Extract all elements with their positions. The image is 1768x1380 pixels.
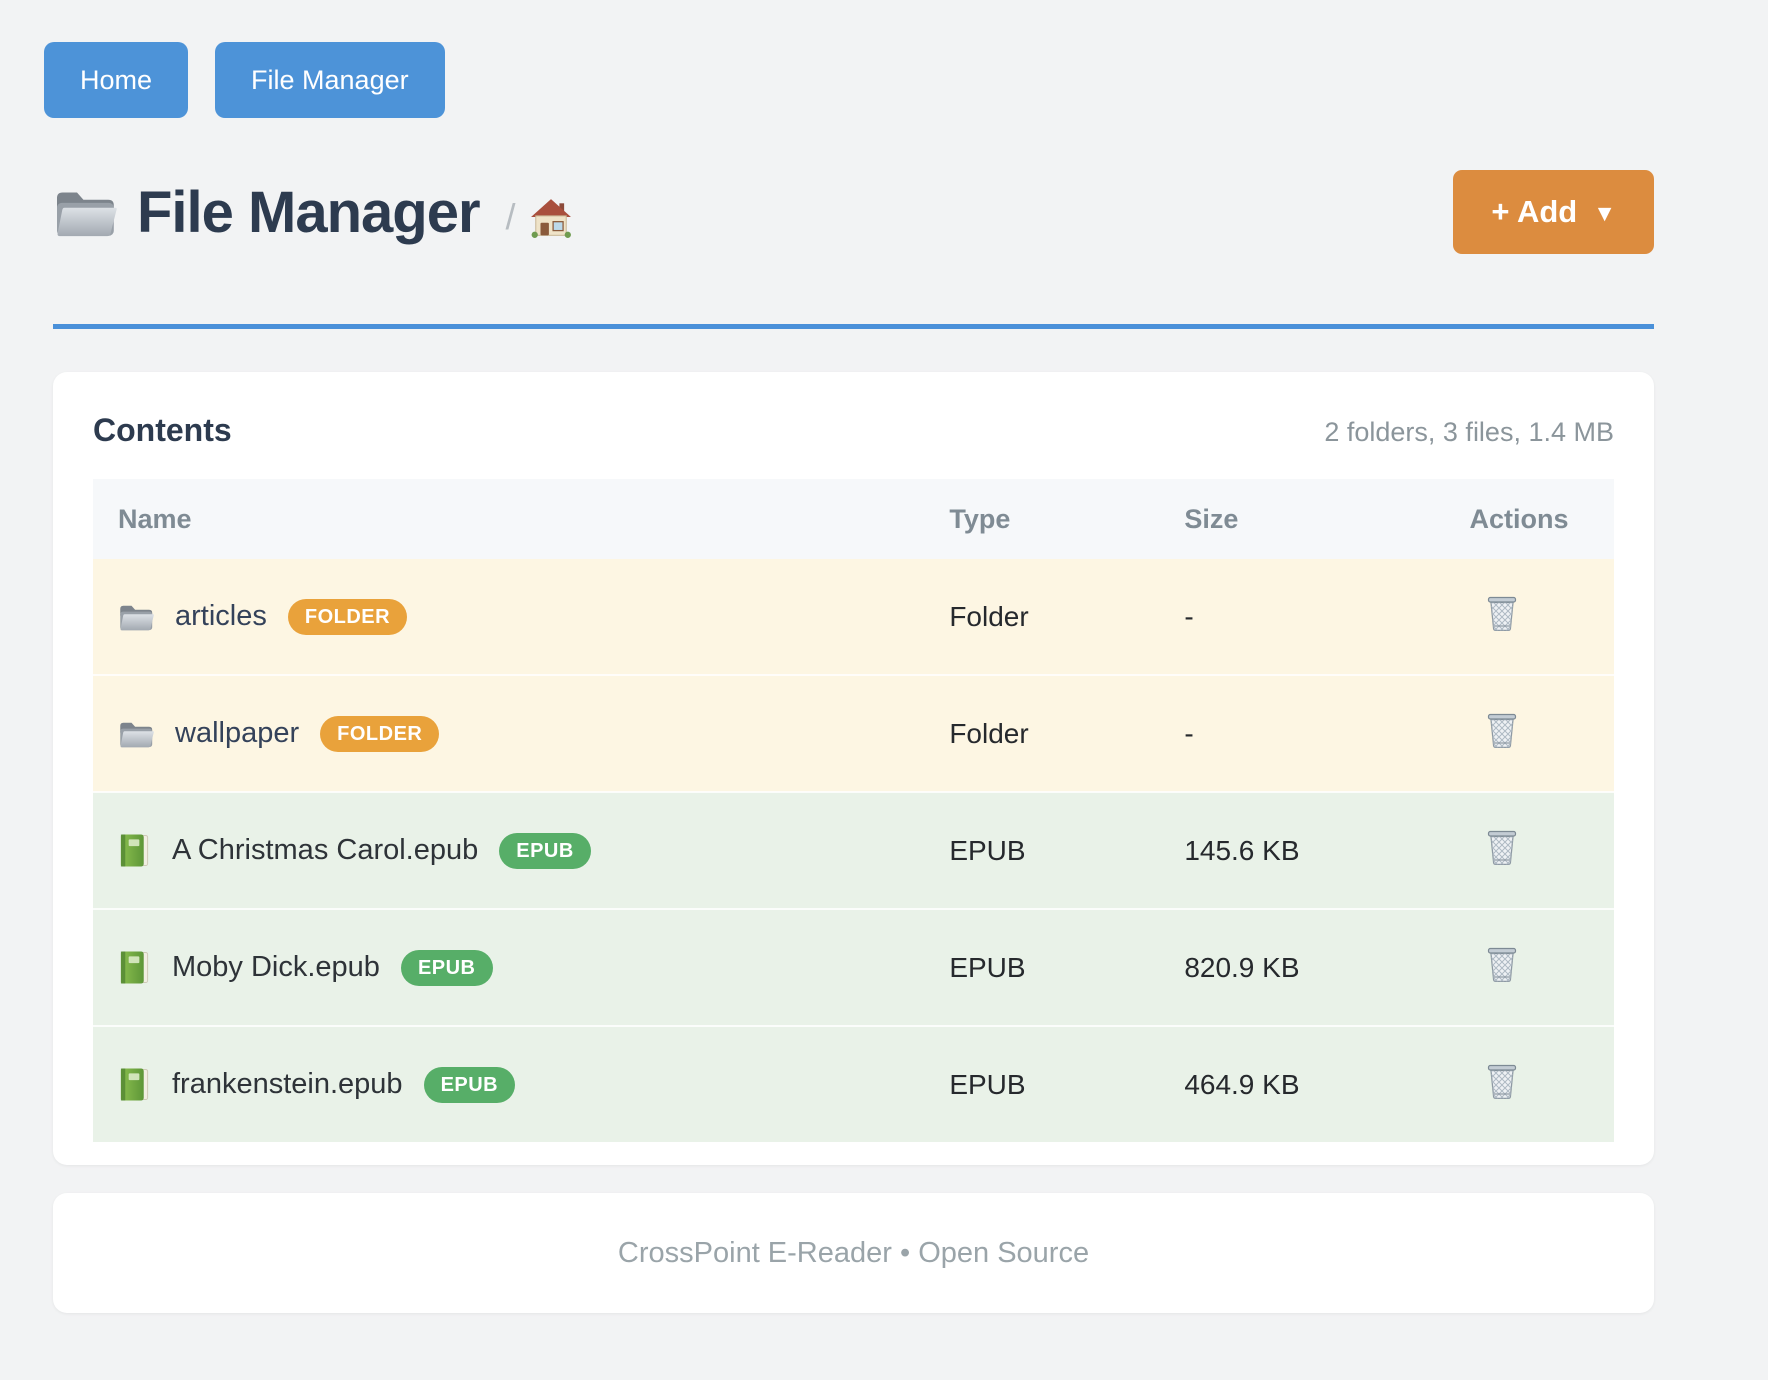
table-row: Moby Dick.epub EPUB EPUB 820.9 KB <box>93 909 1614 1027</box>
add-button[interactable]: + Add ▼ <box>1453 170 1654 254</box>
file-manager-button[interactable]: File Manager <box>215 42 445 118</box>
epub-badge: EPUB <box>499 832 591 869</box>
delete-button[interactable] <box>1484 593 1520 633</box>
column-header-name: Name <box>93 479 950 559</box>
size-cell: - <box>1184 559 1470 676</box>
item-name-link[interactable]: A Christmas Carol.epub <box>172 834 479 866</box>
folder-badge: FOLDER <box>320 715 440 752</box>
book-icon <box>118 832 151 869</box>
folder-icon <box>118 601 154 633</box>
item-name-link[interactable]: Moby Dick.epub <box>172 951 380 983</box>
contents-card: Contents 2 folders, 3 files, 1.4 MB Name… <box>53 372 1654 1165</box>
size-cell: 464.9 KB <box>1184 1026 1470 1142</box>
column-header-size: Size <box>1184 479 1470 559</box>
top-nav: Home File Manager <box>44 42 445 118</box>
delete-button[interactable] <box>1484 827 1520 867</box>
delete-button[interactable] <box>1484 1061 1520 1101</box>
type-cell: EPUB <box>949 792 1185 910</box>
size-cell: - <box>1184 675 1470 793</box>
trash-icon <box>1484 944 1520 984</box>
column-header-actions: Actions <box>1469 479 1614 559</box>
size-cell: 145.6 KB <box>1184 792 1470 910</box>
folder-icon <box>53 185 117 240</box>
footer-text: CrossPoint E-Reader • Open Source <box>617 1236 1090 1269</box>
title-group: File Manager / <box>53 179 572 246</box>
breadcrumb-home-link[interactable] <box>530 197 572 239</box>
breadcrumb-separator: / <box>505 196 516 237</box>
house-icon <box>530 197 572 239</box>
home-button[interactable]: Home <box>44 42 189 118</box>
type-cell: EPUB <box>949 1026 1185 1142</box>
page-header: File Manager / + Add ▼ <box>53 170 1654 254</box>
table-row: A Christmas Carol.epub EPUB EPUB 145.6 K… <box>93 792 1614 910</box>
trash-icon <box>1484 710 1520 750</box>
table-row: frankenstein.epub EPUB EPUB 464.9 KB <box>93 1026 1614 1142</box>
chevron-down-icon: ▼ <box>1593 199 1616 226</box>
book-icon <box>118 1066 151 1103</box>
table-header-row: Name Type Size Actions <box>93 479 1614 559</box>
trash-icon <box>1484 593 1520 633</box>
folder-icon <box>118 718 154 750</box>
contents-title: Contents <box>93 412 232 448</box>
table-row: articles FOLDER Folder - <box>93 559 1614 676</box>
accent-divider <box>53 324 1654 329</box>
item-name-link[interactable]: wallpaper <box>175 717 300 749</box>
table-row: wallpaper FOLDER Folder - <box>93 675 1614 793</box>
delete-button[interactable] <box>1484 710 1520 750</box>
column-header-type: Type <box>949 479 1185 559</box>
type-cell: Folder <box>949 675 1185 793</box>
trash-icon <box>1484 827 1520 867</box>
type-cell: Folder <box>949 559 1185 676</box>
delete-button[interactable] <box>1484 944 1520 984</box>
contents-card-header: Contents 2 folders, 3 files, 1.4 MB <box>93 372 1614 449</box>
item-name-link[interactable]: articles <box>175 600 267 632</box>
trash-icon <box>1484 1061 1520 1101</box>
book-icon <box>118 949 151 986</box>
folder-badge: FOLDER <box>287 598 408 635</box>
epub-badge: EPUB <box>423 1066 516 1103</box>
add-button-label: + Add <box>1491 194 1578 229</box>
size-cell: 820.9 KB <box>1184 909 1470 1027</box>
files-table: Name Type Size Actions articles FOLDER F… <box>93 479 1614 1142</box>
item-name-link[interactable]: frankenstein.epub <box>172 1068 403 1100</box>
page-title: File Manager <box>137 179 481 245</box>
type-cell: EPUB <box>949 909 1185 1027</box>
footer-card: CrossPoint E-Reader • Open Source <box>53 1193 1654 1313</box>
contents-summary: 2 folders, 3 files, 1.4 MB <box>1324 417 1614 447</box>
epub-badge: EPUB <box>400 949 493 986</box>
